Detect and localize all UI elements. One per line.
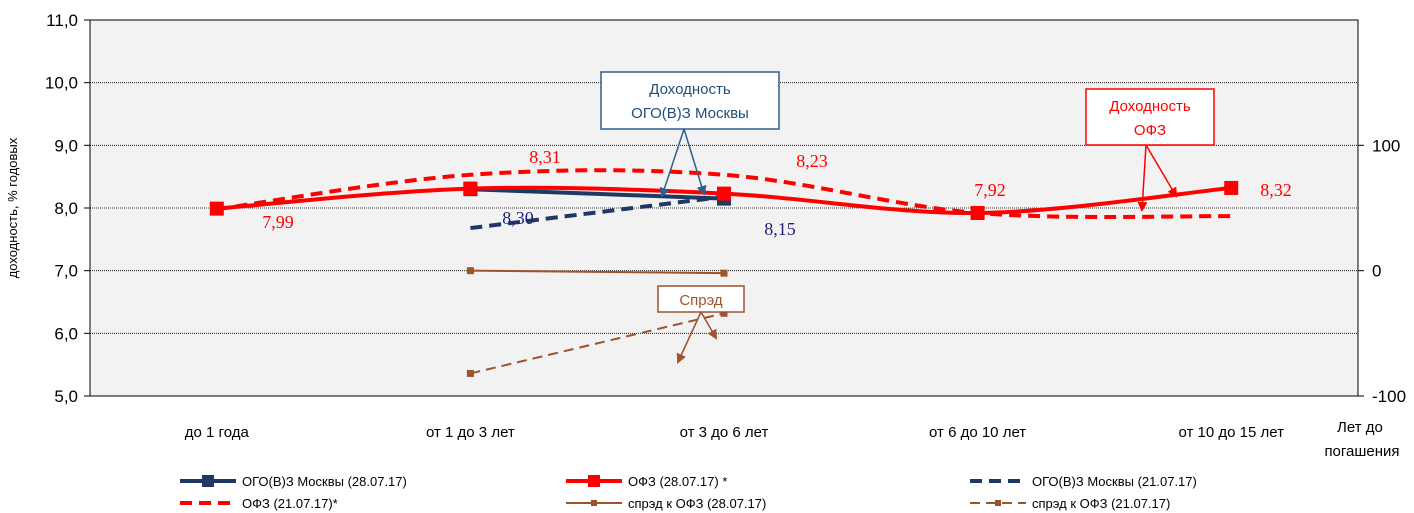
- y-tick-label: 7,0: [54, 262, 78, 281]
- legend-label-3: ОФЗ (21.07.17)*: [242, 496, 338, 511]
- data-label-moscow-0: 8,30: [502, 208, 534, 228]
- legend-marker-0: [202, 475, 214, 487]
- annotation-moscow-arrow-2: [683, 128, 707, 196]
- y2-axis-ticks: -100 0 100: [1358, 136, 1406, 406]
- annotation-moscow-yield: Доходность ОГО(В)З Москвы: [600, 71, 780, 198]
- x-category-label: от 6 до 10 лет: [929, 424, 1026, 441]
- legend-label-1: ОФЗ (28.07.17) *: [628, 474, 727, 489]
- annotation-ofz-yield: Доходность ОФЗ: [1085, 88, 1215, 212]
- annotation-spread-text: Спрэд: [679, 292, 723, 309]
- y2-tick-label: -100: [1372, 387, 1406, 406]
- data-label-ofz-4: 8,32: [1260, 180, 1292, 200]
- y2-tick-label: 100: [1372, 136, 1400, 155]
- annotation-ofz-arrow-2: [1137, 144, 1148, 212]
- annotation-spread-box: [657, 285, 745, 313]
- data-label-ofz-1: 8,31: [529, 147, 561, 167]
- data-labels: 7,99 8,31 8,23 7,92 8,32 8,30 8,15: [262, 147, 1292, 239]
- annotation-ofz-arrow-1: [1145, 144, 1178, 198]
- data-label-ofz-0: 7,99: [262, 212, 294, 232]
- annotation-spread: Спрэд: [657, 285, 745, 364]
- data-label-ofz-3: 7,92: [974, 180, 1006, 200]
- series-layer: [209, 168, 1239, 377]
- x-axis-label: Лет до погашения: [1324, 419, 1399, 460]
- series-point-5: [720, 309, 728, 317]
- series-point-1: [970, 206, 985, 221]
- data-label-ofz-2: 8,23: [796, 151, 828, 171]
- series-point-4: [466, 267, 474, 275]
- y-tick-label: 11,0: [46, 11, 78, 30]
- y-tick-label: 10,0: [45, 74, 78, 93]
- y-tick-label: 9,0: [54, 136, 78, 155]
- series-point-1: [717, 186, 731, 201]
- y-tick-label: 8,0: [54, 199, 78, 218]
- legend-label-2: ОГО(В)З Москвы (21.07.17): [1032, 474, 1197, 489]
- y-axis-label: доходность, % годовых: [5, 137, 20, 278]
- x-category-label: до 1 года: [185, 424, 250, 441]
- annotation-spread-arrow-2: [700, 311, 717, 340]
- annotation-ofz-box: [1085, 88, 1215, 146]
- annotation-ofz-line-2: ОФЗ: [1134, 122, 1166, 139]
- data-label-moscow-1: 8,15: [764, 219, 796, 239]
- legend-marker-5: [995, 500, 1001, 506]
- x-category-label: от 3 до 6 лет: [680, 424, 769, 441]
- y-axis-ticks: 5,0 6,0 7,0 8,0 9,0 10,0 11,0: [45, 11, 90, 406]
- series-line-5: [470, 312, 725, 375]
- series-point-1: [209, 201, 224, 216]
- series-point-5: [466, 369, 474, 377]
- annotation-moscow-line-1: Доходность: [649, 81, 731, 98]
- series-line-4: [470, 269, 725, 275]
- legend-label-4: спрэд к ОФЗ (28.07.17): [628, 496, 766, 511]
- annotation-moscow-box: [600, 71, 780, 130]
- x-axis-label-line-2: погашения: [1324, 443, 1399, 460]
- x-category-label: от 10 до 15 лет: [1178, 424, 1284, 441]
- legend-label-0: ОГО(В)З Москвы (28.07.17): [242, 474, 407, 489]
- series-point-1: [463, 181, 478, 196]
- annotation-spread-arrow-1: [676, 311, 702, 364]
- legend: ОГО(В)З Москвы (28.07.17) ОФЗ (28.07.17) …: [180, 474, 1197, 511]
- annotation-moscow-arrow-1: [659, 128, 685, 198]
- legend-marker-4: [591, 500, 597, 506]
- x-category-label: от 1 до 3 лет: [426, 424, 515, 441]
- series-point-1: [1224, 180, 1239, 195]
- x-axis-label-line-1: Лет до: [1337, 419, 1383, 436]
- x-axis-categories: до 1 года от 1 до 3 лет от 3 до 6 лет от 6 …: [185, 424, 1284, 441]
- annotation-ofz-line-1: Доходность: [1109, 98, 1191, 115]
- y2-tick-label: 0: [1372, 262, 1381, 281]
- series-line-3: [216, 168, 1232, 219]
- annotation-moscow-line-2: ОГО(В)З Москвы: [631, 105, 749, 122]
- y-tick-label: 6,0: [54, 324, 78, 343]
- series-point-4: [720, 269, 728, 277]
- legend-label-5: спрэд к ОФЗ (21.07.17): [1032, 496, 1170, 511]
- y-tick-label: 5,0: [54, 387, 78, 406]
- legend-marker-1: [588, 475, 600, 487]
